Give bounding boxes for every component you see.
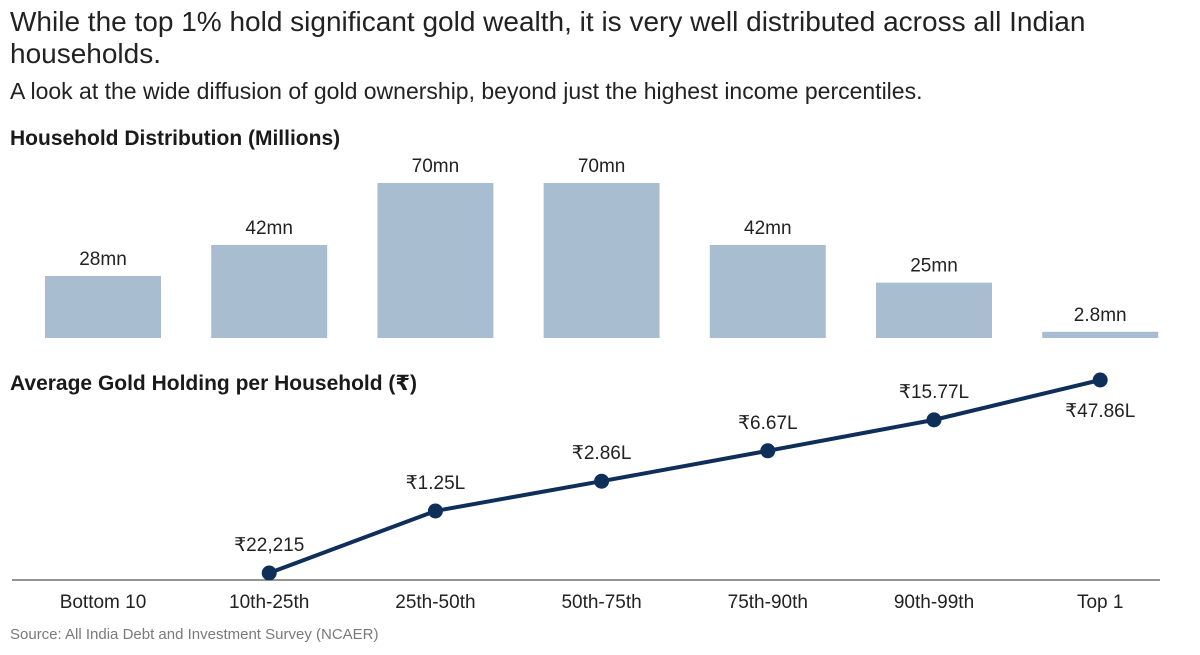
x-tick-label: 90th-99th — [894, 592, 974, 613]
bar — [377, 183, 494, 338]
bar — [543, 183, 660, 338]
x-tick-label: Top 1 — [1077, 592, 1123, 613]
data-point — [427, 503, 443, 519]
x-tick-label: 25th-50th — [395, 592, 475, 613]
bar — [45, 276, 161, 338]
bar-value-label: 70mn — [578, 156, 626, 177]
data-point — [261, 565, 277, 581]
chart-title: While the top 1% hold significant gold w… — [10, 6, 1086, 69]
point-value-label: ₹6.67L — [738, 413, 798, 434]
chart-subtitle: A look at the wide diffusion of gold own… — [10, 78, 923, 104]
bar-value-label: 42mn — [245, 218, 293, 239]
data-point — [594, 473, 610, 489]
point-value-label: ₹2.86L — [572, 443, 632, 464]
bar — [709, 245, 826, 338]
x-tick-label: 10th-25th — [229, 592, 309, 613]
data-point — [1092, 372, 1108, 388]
bar-value-label: 70mn — [412, 156, 460, 177]
bar-value-label: 25mn — [910, 256, 958, 277]
bar-value-label: 28mn — [79, 249, 127, 270]
source-note: Source: All India Debt and Investment Su… — [10, 626, 379, 643]
bar-chart-title: Household Distribution (Millions) — [10, 127, 341, 150]
series-line — [267, 378, 1103, 575]
bar-value-label: 42mn — [744, 218, 792, 239]
bar — [211, 245, 328, 338]
bar-value-label: 2.8mn — [1074, 305, 1127, 326]
x-tick-label: Bottom 10 — [60, 592, 147, 613]
data-point — [926, 412, 942, 428]
line-chart-title: Average Gold Holding per Household (₹) — [10, 372, 418, 395]
x-tick-label: 50th-75th — [561, 592, 641, 613]
point-value-label: ₹47.86L — [1065, 401, 1135, 422]
point-value-label: ₹22,215 — [234, 535, 304, 556]
point-value-label: ₹15.77L — [899, 382, 969, 403]
bar — [1042, 331, 1159, 338]
bar — [876, 282, 992, 338]
point-value-label: ₹1.25L — [406, 473, 466, 494]
data-point — [760, 443, 776, 459]
x-tick-label: 75th-90th — [728, 592, 808, 613]
